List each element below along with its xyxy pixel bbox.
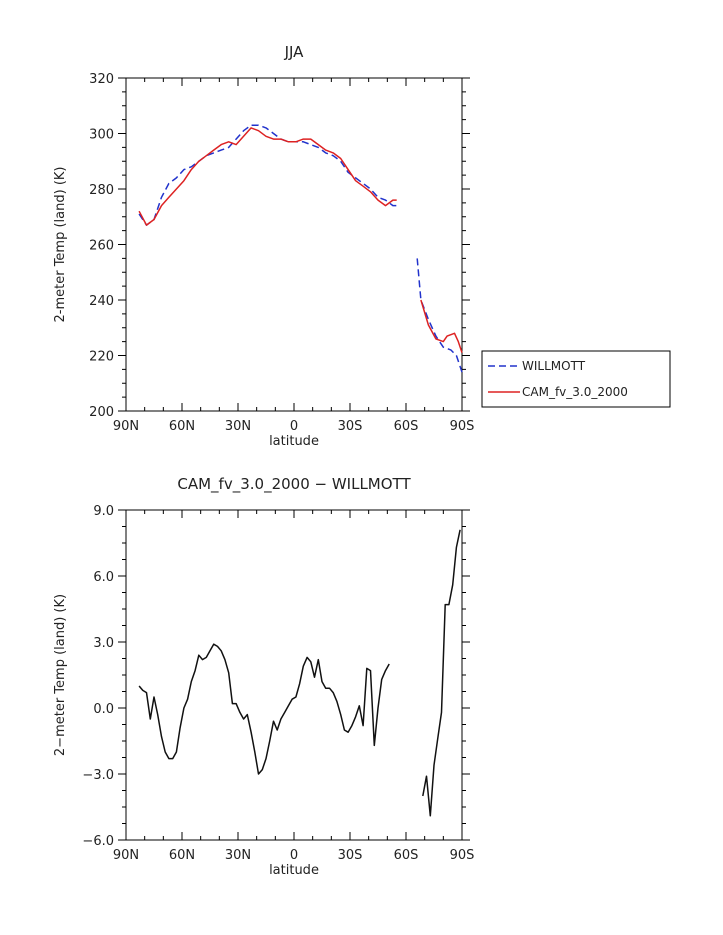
series-line-cam-fv-3-0-2000 (420, 299, 463, 353)
x-tick-label: 30S (338, 419, 363, 434)
x-axis-title: latitude (269, 863, 319, 878)
chart-title: CAM_fv_3.0_2000 − WILLMOTT (177, 475, 411, 494)
x-tick-label: 60N (169, 419, 195, 434)
y-tick-label: 9.0 (93, 504, 114, 519)
series-line-willmott (416, 258, 463, 373)
y-tick-label: 260 (89, 239, 114, 254)
y-tick-label: 240 (89, 294, 114, 309)
x-tick-label: 30N (225, 848, 251, 863)
legend-box (481, 350, 671, 408)
x-tick-label: 60S (394, 848, 419, 863)
x-tick-label: 0 (290, 848, 298, 863)
series-line-difference (138, 643, 390, 775)
series-line-cam-fv-3-0-2000 (138, 127, 397, 226)
x-tick-label: 0 (290, 419, 298, 434)
x-tick-label: 90N (113, 419, 139, 434)
x-tick-label: 30S (338, 848, 363, 863)
plot-frame-1 (125, 509, 463, 841)
x-tick-label: 60N (169, 848, 195, 863)
x-tick-label: 60S (394, 419, 419, 434)
y-tick-label: 320 (89, 72, 114, 87)
y-tick-label: −6.0 (82, 834, 114, 849)
y-axis-title: 2−meter Temp (land) (K) (53, 594, 68, 756)
y-tick-label: 280 (89, 183, 114, 198)
y-tick-label: −3.0 (82, 768, 114, 783)
plot-frame-0 (125, 77, 463, 412)
y-tick-label: 220 (89, 350, 114, 365)
x-tick-label: 90S (450, 848, 475, 863)
y-tick-label: 3.0 (93, 636, 114, 651)
y-tick-label: 6.0 (93, 570, 114, 585)
y-tick-label: 300 (89, 128, 114, 143)
x-tick-label: 90N (113, 848, 139, 863)
series-line-difference (422, 529, 461, 817)
chart-title: JJA (284, 43, 305, 61)
legend-label: WILLMOTT (522, 359, 586, 373)
y-tick-label: 200 (89, 405, 114, 420)
x-tick-label: 90S (450, 419, 475, 434)
y-axis-title: 2-meter Temp (land) (K) (53, 167, 68, 323)
series-line-willmott (138, 124, 397, 226)
y-tick-label: 0.0 (93, 702, 114, 717)
x-axis-title: latitude (269, 434, 319, 449)
legend-label: CAM_fv_3.0_2000 (522, 385, 628, 399)
x-tick-label: 30N (225, 419, 251, 434)
